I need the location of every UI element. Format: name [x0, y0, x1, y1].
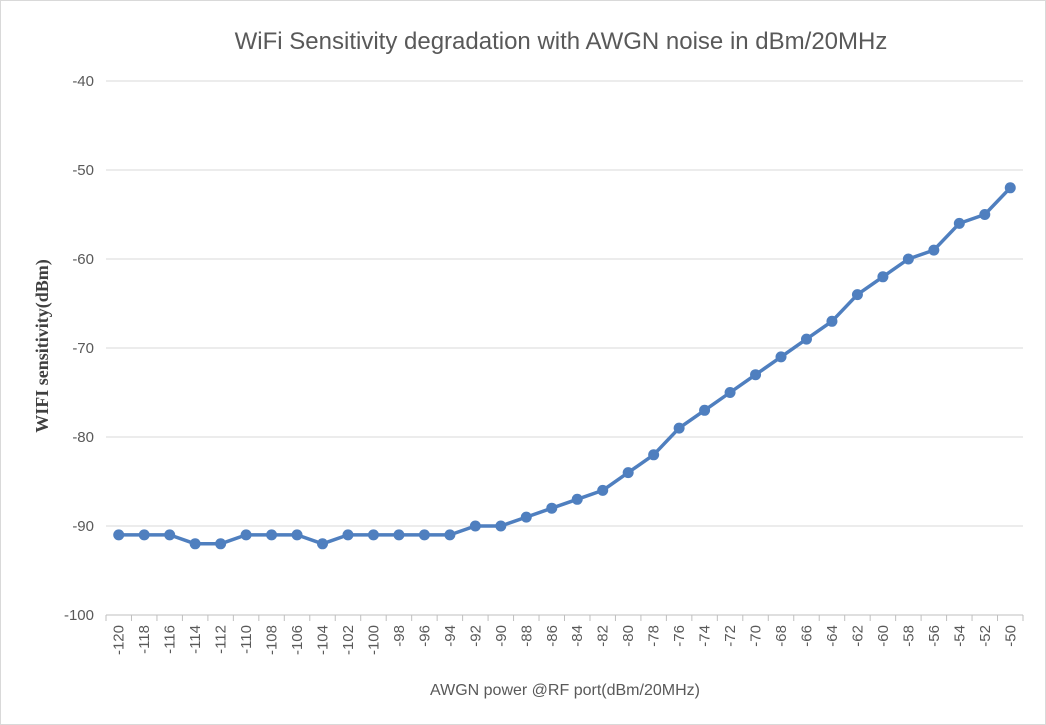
- x-tick-label-24: -72: [722, 625, 739, 647]
- x-tick-label-0: -120: [111, 625, 128, 655]
- series-line-0: [116, 186, 1013, 546]
- data-point-15: [495, 520, 507, 532]
- x-tick-label-31: -58: [900, 625, 917, 647]
- data-point-21: [648, 449, 660, 461]
- data-point-25: [750, 369, 762, 381]
- data-point-17: [546, 502, 558, 514]
- x-tick-label-27: -66: [798, 625, 815, 647]
- data-point-35: [1004, 182, 1016, 194]
- x-tick-label-19: -82: [595, 625, 612, 647]
- x-tick-label-34: -52: [977, 625, 994, 647]
- x-tick-label-4: -112: [213, 625, 230, 654]
- y-tick-label-4: -60: [72, 251, 94, 268]
- x-tick-label-5: -110: [238, 625, 255, 654]
- x-tick-label-7: -106: [289, 625, 306, 655]
- x-tick-label-14: -92: [467, 625, 484, 647]
- data-point-3: [189, 538, 201, 550]
- y-axis-label: WIFI sensitivity(dBm): [32, 259, 53, 433]
- chart-title: WiFi Sensitivity degradation with AWGN n…: [235, 28, 888, 55]
- x-tick-label-13: -94: [442, 625, 459, 647]
- x-tick-label-6: -108: [264, 625, 281, 655]
- data-point-10: [367, 529, 379, 541]
- data-point-19: [597, 484, 609, 496]
- x-axis-ticks: -120 -118 -116 -114 -112 -110 -108 -106 -104 -102…: [105, 615, 1024, 655]
- data-point-32: [928, 244, 940, 256]
- data-point-6: [266, 529, 278, 541]
- data-point-34: [979, 209, 991, 220]
- x-tick-label-18: -84: [569, 625, 586, 647]
- data-point-14: [469, 520, 481, 532]
- x-tick-label-35: -50: [1002, 625, 1019, 647]
- x-tick-label-25: -70: [748, 625, 765, 647]
- x-tick-label-23: -74: [697, 625, 714, 647]
- data-point-24: [724, 387, 736, 398]
- data-point-5: [240, 529, 252, 541]
- data-point-23: [699, 404, 711, 416]
- data-point-1: [138, 529, 150, 541]
- x-tick-label-28: -64: [824, 625, 841, 647]
- data-point-8: [317, 538, 329, 550]
- y-tick-label-0: -100: [64, 607, 94, 624]
- data-point-11: [393, 529, 405, 541]
- data-point-20: [622, 467, 634, 479]
- x-tick-label-1: -118: [136, 625, 153, 654]
- y-tick-label-3: -70: [72, 340, 94, 357]
- data-point-0: [113, 529, 125, 541]
- data-point-33: [953, 217, 965, 229]
- x-tick-label-15: -90: [493, 625, 510, 647]
- series-group: [113, 182, 1016, 550]
- data-point-13: [444, 529, 456, 541]
- x-axis-label: AWGN power @RF port(dBm/20MHz): [430, 682, 700, 699]
- data-point-29: [851, 289, 863, 301]
- data-point-31: [902, 253, 914, 265]
- x-tick-label-22: -76: [671, 625, 688, 647]
- data-point-27: [800, 333, 812, 345]
- y-axis-ticks: -100 -90 -80 -70 -60 -50 -40: [64, 73, 94, 624]
- data-point-7: [291, 529, 303, 541]
- x-tick-label-12: -96: [416, 625, 433, 647]
- x-tick-label-29: -62: [849, 625, 866, 647]
- x-tick-label-26: -68: [773, 625, 790, 647]
- y-tick-label-1: -90: [72, 518, 94, 535]
- data-point-4: [215, 538, 227, 550]
- x-tick-label-11: -98: [391, 625, 408, 647]
- x-tick-label-8: -104: [315, 625, 332, 655]
- x-tick-label-3: -114: [187, 625, 204, 654]
- y-tick-label-2: -80: [72, 429, 94, 446]
- x-tick-label-2: -116: [162, 625, 179, 654]
- x-tick-label-16: -88: [518, 625, 535, 647]
- x-tick-label-10: -100: [365, 625, 382, 655]
- x-tick-label-30: -60: [875, 625, 892, 647]
- data-point-28: [826, 315, 838, 327]
- y-tick-label-6: -40: [72, 73, 94, 90]
- gridlines: [106, 80, 1023, 616]
- x-tick-label-20: -80: [620, 625, 637, 647]
- data-point-30: [877, 271, 889, 283]
- x-tick-label-21: -78: [646, 625, 663, 647]
- data-point-22: [673, 422, 685, 434]
- data-point-16: [520, 511, 532, 523]
- data-point-18: [571, 493, 583, 505]
- x-tick-label-17: -86: [544, 625, 561, 647]
- data-point-12: [418, 529, 430, 541]
- x-tick-label-33: -54: [951, 625, 968, 647]
- x-tick-label-9: -102: [340, 625, 357, 655]
- data-point-2: [164, 529, 176, 541]
- data-point-9: [342, 529, 354, 541]
- x-tick-label-32: -56: [926, 625, 943, 647]
- data-point-26: [775, 351, 787, 363]
- y-tick-label-5: -50: [72, 162, 94, 179]
